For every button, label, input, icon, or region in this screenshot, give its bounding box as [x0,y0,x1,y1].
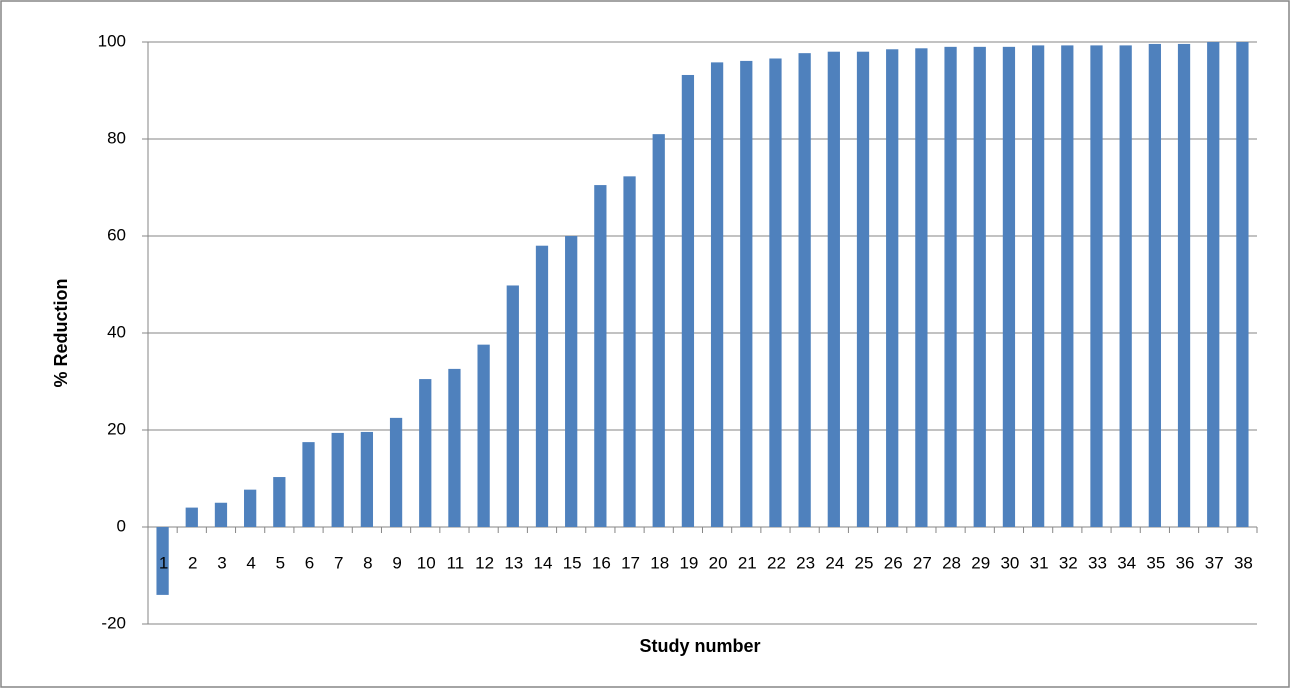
y-tick-label: -20 [101,613,126,632]
x-tick-label: 7 [334,553,343,572]
bar [331,432,344,527]
bar [740,60,753,527]
bar [798,53,811,527]
x-tick-label: 32 [1059,553,1078,572]
bar [244,489,257,527]
bar [302,442,315,527]
x-tick-label: 22 [767,553,786,572]
x-tick-label: 16 [592,553,611,572]
bar [214,502,228,527]
bar [594,185,607,527]
x-tick-label: 3 [217,553,226,572]
bar [156,527,169,595]
bar [710,62,724,528]
y-tick-label: 20 [107,419,126,438]
x-tick-label: 6 [305,553,314,572]
x-tick-label: 18 [650,553,669,572]
bar [1031,45,1045,528]
bar [886,49,899,528]
x-tick-label: 2 [188,553,197,572]
x-tick-label: 30 [1000,553,1019,572]
y-tick-label: 60 [107,225,126,244]
x-tick-label: 28 [942,553,961,572]
y-tick-label: 0 [117,516,126,535]
y-axis-title: % Reduction [51,278,71,387]
y-tick-label: 80 [107,128,126,147]
x-tick-label: 15 [563,553,582,572]
x-tick-label: 25 [855,553,874,572]
x-tick-label: 26 [884,553,903,572]
bar [827,51,840,527]
x-tick-label: 38 [1234,553,1253,572]
x-tick-label: 10 [417,553,436,572]
x-tick-label: 31 [1030,553,1049,572]
bar [1061,45,1074,528]
x-tick-label: 19 [679,553,698,572]
bar [389,417,403,527]
bar [1177,43,1191,527]
bar [565,236,578,527]
x-tick-label: 34 [1117,553,1136,572]
x-tick-label: 35 [1146,553,1165,572]
bar [185,507,198,527]
bar [477,344,490,527]
x-tick-label: 14 [534,553,553,572]
bar [448,368,461,527]
bar [1236,42,1249,527]
bar [273,477,286,527]
x-tick-label: 29 [971,553,990,572]
bar [944,46,957,527]
bar [506,285,519,527]
x-tick-label: 21 [738,553,757,572]
x-tick-label: 13 [504,553,523,572]
x-tick-label: 8 [363,553,372,572]
x-tick-label: 37 [1205,553,1224,572]
bar [535,245,549,527]
x-tick-label: 5 [276,553,285,572]
bar [1090,45,1103,528]
bar [1119,45,1132,528]
x-tick-label: 33 [1088,553,1107,572]
bar [652,134,665,527]
x-tick-label: 24 [825,553,844,572]
bar [1148,43,1161,527]
bar [973,46,986,527]
bar [419,379,432,527]
x-tick-label: 23 [796,553,815,572]
bar [360,431,374,527]
bar [1207,42,1220,527]
x-tick-label: 9 [392,553,401,572]
bar [681,74,695,527]
x-axis-title: Study number [639,636,760,656]
x-tick-label: 4 [246,553,255,572]
bar [1002,46,1016,527]
bar [915,48,928,528]
bar [856,51,870,527]
x-tick-label: 11 [447,553,465,572]
x-tick-label: 1 [159,553,168,572]
x-tick-label: 17 [621,553,640,572]
bar [769,58,782,528]
x-tick-label: 36 [1176,553,1195,572]
x-tick-label: 20 [709,553,728,572]
bar [623,176,636,527]
y-tick-label: 100 [98,31,126,50]
x-tick-label: 27 [913,553,932,572]
x-tick-label: 12 [475,553,494,572]
y-tick-label: 40 [107,322,126,341]
